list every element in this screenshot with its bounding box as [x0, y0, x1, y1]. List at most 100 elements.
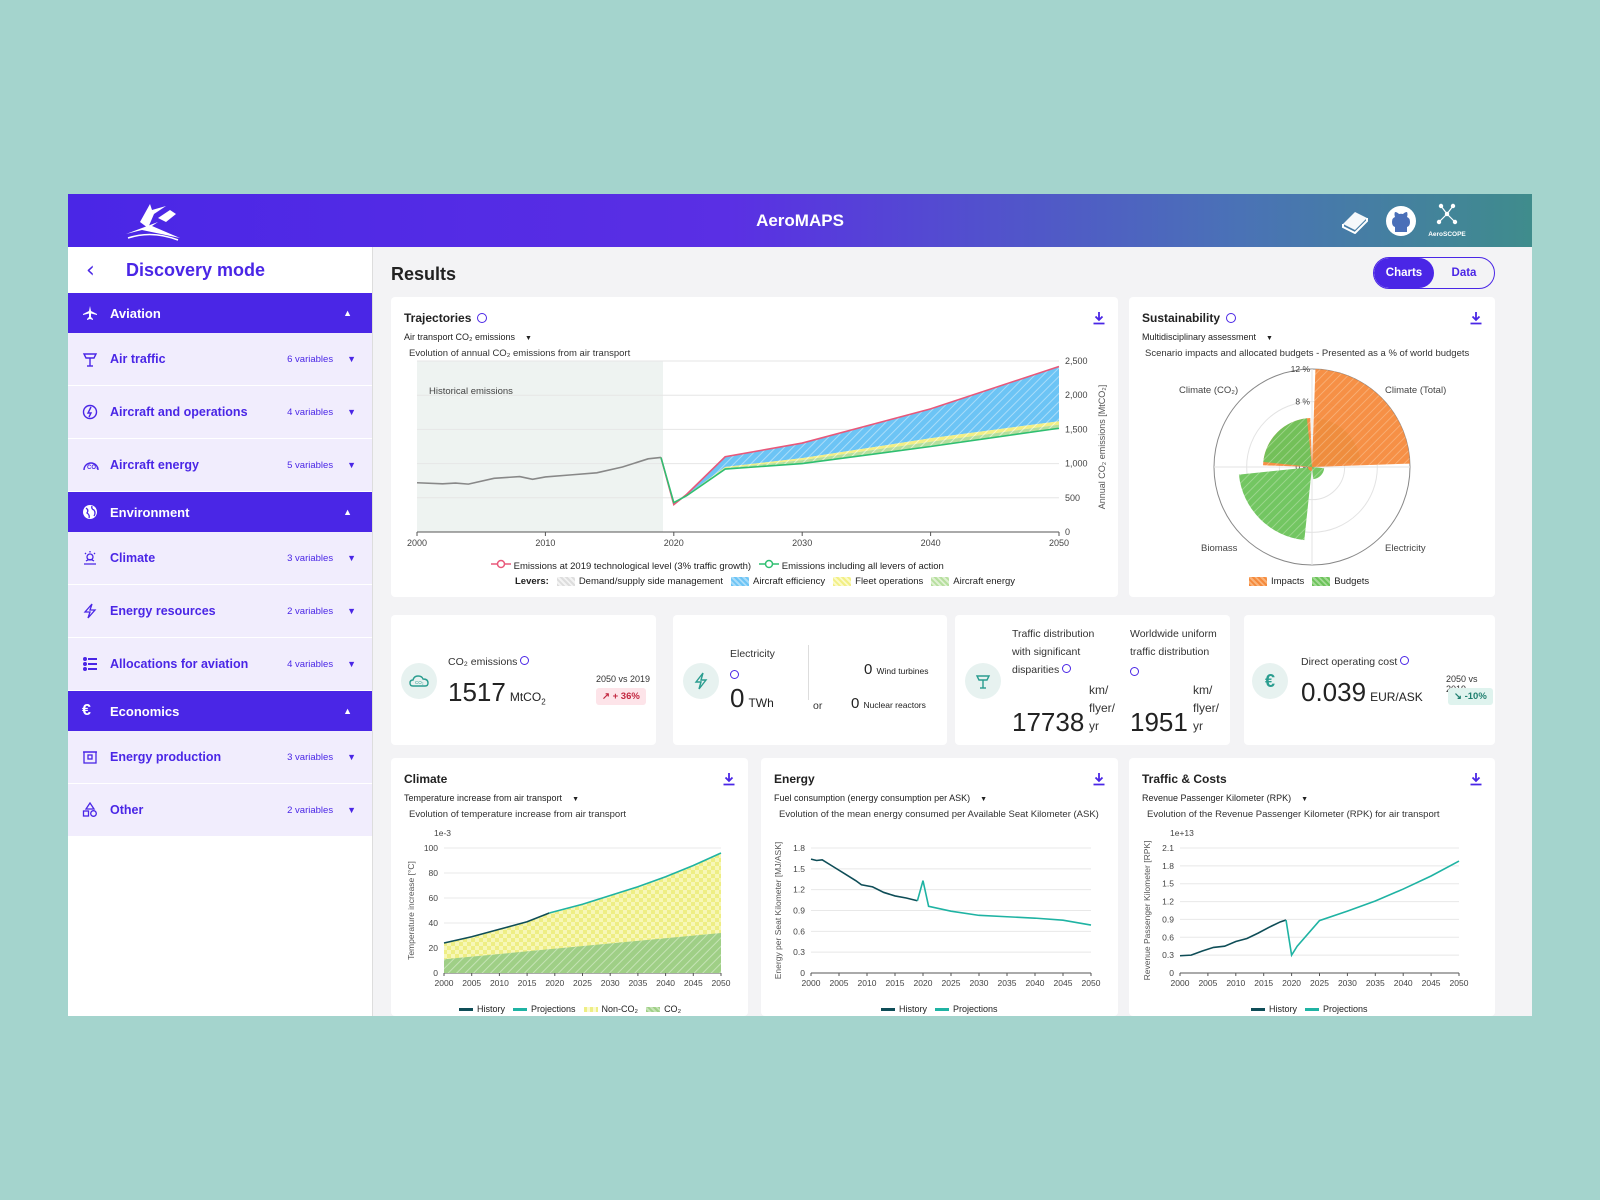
- back-chevron-icon[interactable]: ‹: [86, 257, 95, 283]
- documentation-book-icon[interactable]: [1340, 208, 1370, 234]
- section-aviation[interactable]: Aviation ▲: [68, 293, 372, 333]
- section-aviation-label: Aviation: [110, 305, 161, 321]
- sidebar-item-aircraft-energy[interactable]: CO₂ Aircraft energy 5 variables ▼: [68, 439, 372, 492]
- legend-label: History: [1269, 1004, 1298, 1014]
- data-tab[interactable]: Data: [1451, 267, 1477, 279]
- lever-energy[interactable]: Aircraft energy: [931, 576, 1015, 587]
- shapes-icon: [82, 802, 110, 818]
- climate-legend: History Projections Non-CO₂ CO₂: [459, 1004, 681, 1014]
- chevron-down-icon[interactable]: ▼: [347, 606, 356, 616]
- download-icon[interactable]: [722, 772, 736, 786]
- chevron-down-icon[interactable]: ▼: [347, 659, 356, 669]
- aircraft-energy-area: [660, 424, 1059, 503]
- levers-legend-item[interactable]: Emissions including all levers of action: [759, 559, 944, 572]
- y-tick-label: 0: [1065, 527, 1070, 537]
- info-icon[interactable]: [477, 313, 488, 323]
- projections-line: [1285, 860, 1460, 958]
- sidebar-item-aircraft-operations[interactable]: Aircraft and operations 4 variables ▼: [68, 386, 372, 439]
- label-line-with-info: disparities: [1012, 661, 1094, 679]
- download-icon[interactable]: [1469, 311, 1483, 325]
- github-icon[interactable]: [1385, 205, 1417, 237]
- lever-demand[interactable]: Demand/supply side management: [556, 576, 723, 587]
- download-icon[interactable]: [1092, 311, 1106, 325]
- info-icon[interactable]: [1226, 313, 1237, 323]
- x-tick-label: 2040: [1394, 978, 1413, 988]
- projections-legend-item[interactable]: Projections: [513, 1004, 576, 1014]
- selector-value: Temperature increase from air transport: [404, 793, 563, 803]
- historical-emissions-line: [416, 456, 662, 485]
- info-icon[interactable]: [520, 656, 530, 665]
- x-tick-label: 2005: [830, 978, 849, 988]
- budgets-legend-item[interactable]: Budgets: [1312, 576, 1369, 587]
- history-legend-item[interactable]: History: [881, 1004, 927, 1014]
- factory-icon: [82, 749, 110, 765]
- label-line: disparities: [1012, 664, 1060, 676]
- x-tick-label: 2030: [970, 978, 989, 988]
- chart-subtitle: Evolution of the Revenue Passenger Kilom…: [1147, 809, 1440, 820]
- chevron-down-icon[interactable]: ▼: [347, 805, 356, 815]
- info-icon[interactable]: [1062, 664, 1072, 673]
- chevron-down-icon[interactable]: ▼: [347, 553, 356, 563]
- wind-value: 0: [864, 661, 873, 678]
- x-tick-label: 2010: [535, 538, 555, 548]
- legend-label: Impacts: [1271, 576, 1305, 587]
- nonco2-legend-item[interactable]: Non-CO₂: [583, 1004, 638, 1014]
- projections-legend-item[interactable]: Projections: [935, 1004, 998, 1014]
- chart-selector[interactable]: Revenue Passenger Kilometer (RPK) ▼: [1142, 793, 1308, 803]
- chevron-down-icon[interactable]: ▼: [347, 460, 356, 470]
- chevron-down-icon[interactable]: ▼: [347, 407, 356, 417]
- section-environment-label: Environment: [110, 504, 190, 520]
- chart-selector[interactable]: Multidisciplinary assessment ▼: [1142, 332, 1273, 342]
- lever-efficiency[interactable]: Aircraft efficiency: [730, 576, 826, 587]
- sidebar-item-energy-resources[interactable]: Energy resources 2 variables ▼: [68, 585, 372, 638]
- co2-label: CO₂ emissions: [448, 656, 518, 668]
- aeromaps-logo[interactable]: [122, 200, 182, 242]
- section-environment[interactable]: Environment ▲: [68, 492, 372, 532]
- chart-selector[interactable]: Air transport CO₂ emissions ▼: [404, 332, 532, 342]
- dropdown-arrow-icon: ▼: [525, 335, 532, 342]
- lever-label: Fleet operations: [855, 576, 924, 587]
- chevron-down-icon[interactable]: ▼: [347, 752, 356, 762]
- chart-selector[interactable]: Temperature increase from air transport ▼: [404, 793, 579, 803]
- euro-icon: €: [1252, 663, 1288, 699]
- sidebar-item-air-traffic[interactable]: Air traffic 6 variables ▼: [68, 333, 372, 386]
- swatch: [1312, 576, 1331, 586]
- unit-line: flyer/: [1193, 701, 1220, 715]
- reference-legend-item[interactable]: Emissions at 2019 technological level (3…: [491, 559, 751, 572]
- impacts-legend-item[interactable]: Impacts: [1249, 576, 1304, 587]
- info-icon[interactable]: [1400, 656, 1410, 665]
- projections-legend-item[interactable]: Projections: [1305, 1004, 1368, 1014]
- co2-legend-item[interactable]: CO₂: [646, 1004, 681, 1014]
- info-icon[interactable]: [730, 670, 739, 679]
- sidebar-item-allocations[interactable]: Allocations for aviation 4 variables ▼: [68, 638, 372, 691]
- chart-selector[interactable]: Fuel consumption (energy consumption per…: [774, 793, 987, 803]
- chevron-down-icon[interactable]: ▼: [347, 354, 356, 364]
- info-icon[interactable]: [1130, 667, 1139, 676]
- sidebar-item-energy-production[interactable]: Energy production 3 variables ▼: [68, 731, 372, 784]
- impact-sector: [1312, 369, 1410, 467]
- aeroscope-link[interactable]: AeroSCOPE: [1426, 202, 1468, 238]
- x-tick-label: 2045: [684, 978, 703, 988]
- section-economics[interactable]: € Economics ▲: [68, 691, 372, 731]
- lever-label: Aircraft efficiency: [752, 576, 826, 587]
- lever-fleet[interactable]: Fleet operations: [833, 576, 923, 587]
- download-icon[interactable]: [1469, 772, 1483, 786]
- charts-tab[interactable]: Charts: [1374, 258, 1434, 288]
- y-axis-label: Annual CO₂ emissions [MtCO₂]: [1097, 385, 1107, 510]
- x-tick-label: 2050: [1450, 978, 1469, 988]
- sustainability-polar-chart: 0 %4 %8 %12 % Climate (CO₂) Climate (Tot…: [1179, 364, 1446, 566]
- selector-value: Revenue Passenger Kilometer (RPK): [1142, 793, 1292, 803]
- view-toggle: Charts Data: [1373, 257, 1495, 289]
- download-icon[interactable]: [1092, 772, 1106, 786]
- dropdown-arrow-icon: ▼: [980, 796, 988, 803]
- kpi-label: Direct operating cost: [1301, 653, 1410, 671]
- sidebar-item-other[interactable]: Other 2 variables ▼: [68, 784, 372, 837]
- sidebar-item-climate[interactable]: Climate 3 variables ▼: [68, 532, 372, 585]
- chevron-up-icon: ▲: [343, 308, 352, 318]
- x-tick-label: 2020: [914, 978, 933, 988]
- levers-legend: Levers: Demand/supply side management Ai…: [515, 576, 1015, 587]
- doc-value: 0.039: [1301, 677, 1367, 707]
- history-legend-item[interactable]: History: [1251, 1004, 1297, 1014]
- history-legend-item[interactable]: History: [459, 1004, 505, 1014]
- y-tick-label: 1.8: [1162, 861, 1174, 871]
